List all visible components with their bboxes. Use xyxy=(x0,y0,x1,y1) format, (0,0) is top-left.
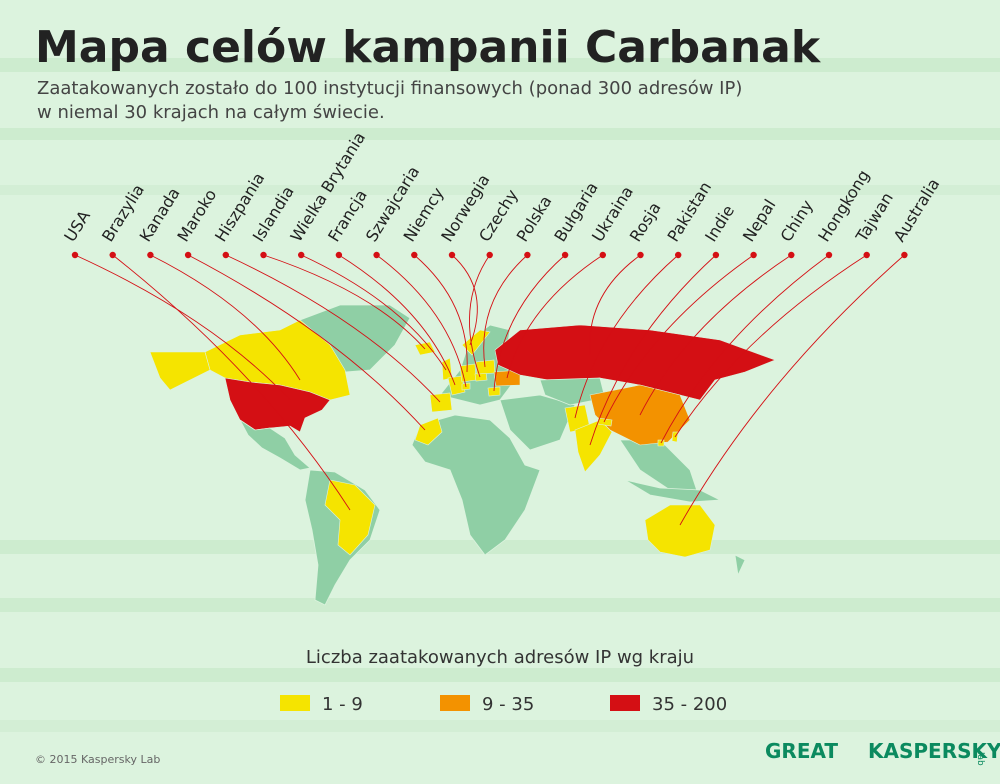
leader-line xyxy=(574,254,679,419)
legend-label: 1 - 9 xyxy=(322,694,363,715)
leader-line xyxy=(187,254,426,431)
label-dot xyxy=(901,251,908,259)
leader-line xyxy=(493,254,566,392)
country-shape xyxy=(149,351,211,391)
label-dot xyxy=(109,251,116,259)
country-shape xyxy=(475,359,496,375)
label-dot xyxy=(863,251,870,259)
country-shape xyxy=(429,392,453,413)
legend-swatch xyxy=(610,695,640,711)
leader-line xyxy=(506,254,604,379)
country-shape xyxy=(447,375,466,396)
country-shape xyxy=(461,329,491,356)
leader-line xyxy=(338,254,456,386)
leader-line xyxy=(150,254,301,381)
leader-line xyxy=(301,254,447,371)
leader-line xyxy=(376,254,467,388)
label-dot xyxy=(599,251,606,259)
country-shape xyxy=(644,504,716,558)
country-shape xyxy=(324,479,376,556)
copyright: © 2015 Kaspersky Lab xyxy=(35,753,160,766)
label-dot xyxy=(561,251,569,259)
label-dot xyxy=(486,251,493,259)
label-dot xyxy=(825,251,833,259)
country-shape xyxy=(414,417,443,446)
leader-line xyxy=(74,254,291,401)
title: Mapa celów kampanii Carbanak xyxy=(35,22,822,73)
logo-great: GREAT xyxy=(765,739,838,763)
country-label: Chiny xyxy=(777,197,817,246)
country-shape xyxy=(574,419,613,473)
label-dot xyxy=(184,251,192,259)
leader-line xyxy=(660,254,830,444)
label-dot xyxy=(788,251,795,259)
leader-line xyxy=(483,254,528,368)
legend-label: 35 - 200 xyxy=(652,694,727,715)
leader-line xyxy=(225,254,441,403)
label-dot xyxy=(750,251,757,259)
background-code xyxy=(0,58,1000,732)
label-dot xyxy=(524,251,531,259)
country-label: Nepal xyxy=(739,196,780,245)
country-label: Rosja xyxy=(626,199,665,245)
leader-line xyxy=(603,254,754,423)
label-dot xyxy=(298,251,305,259)
leader-line xyxy=(451,254,478,346)
label-dot xyxy=(675,251,682,259)
leader-line xyxy=(679,254,905,526)
label-dot xyxy=(712,251,720,259)
leader-line xyxy=(589,254,717,446)
leader-line xyxy=(589,254,641,356)
label-dot xyxy=(637,251,644,259)
label-dot xyxy=(373,251,380,259)
leader-line xyxy=(639,254,792,416)
country-shape xyxy=(441,357,453,381)
label-dot xyxy=(222,251,229,259)
leader-line xyxy=(112,254,351,511)
logo-kaspersky-sub: lab xyxy=(975,752,985,766)
subtitle: w niemal 30 krajach na całym świecie. xyxy=(37,102,385,123)
leader-line xyxy=(414,254,468,373)
country-shape xyxy=(487,386,501,397)
legend-swatch xyxy=(280,695,310,711)
label-dot xyxy=(335,251,343,259)
label-dot xyxy=(411,251,418,259)
label-dot xyxy=(147,251,154,259)
world-map xyxy=(149,304,776,606)
country-label: USA xyxy=(60,207,94,245)
logo-kaspersky: KASPERSKY xyxy=(868,739,1000,763)
leader-line xyxy=(469,254,491,378)
label-dot xyxy=(448,251,456,259)
label-dot xyxy=(260,251,267,259)
leader-line xyxy=(263,254,426,350)
subtitle: Zaatakowanych zostało do 100 instytucji … xyxy=(37,78,742,99)
legend-swatch xyxy=(440,695,470,711)
country-label: Indie xyxy=(701,202,738,245)
label-dot xyxy=(71,251,79,259)
legend-label: 9 - 35 xyxy=(482,694,534,715)
legend-title: Liczba zaatakowanych adresów IP wg kraju xyxy=(306,647,694,668)
legend: Liczba zaatakowanych adresów IP wg kraju… xyxy=(280,647,727,715)
leader-line xyxy=(674,254,867,438)
